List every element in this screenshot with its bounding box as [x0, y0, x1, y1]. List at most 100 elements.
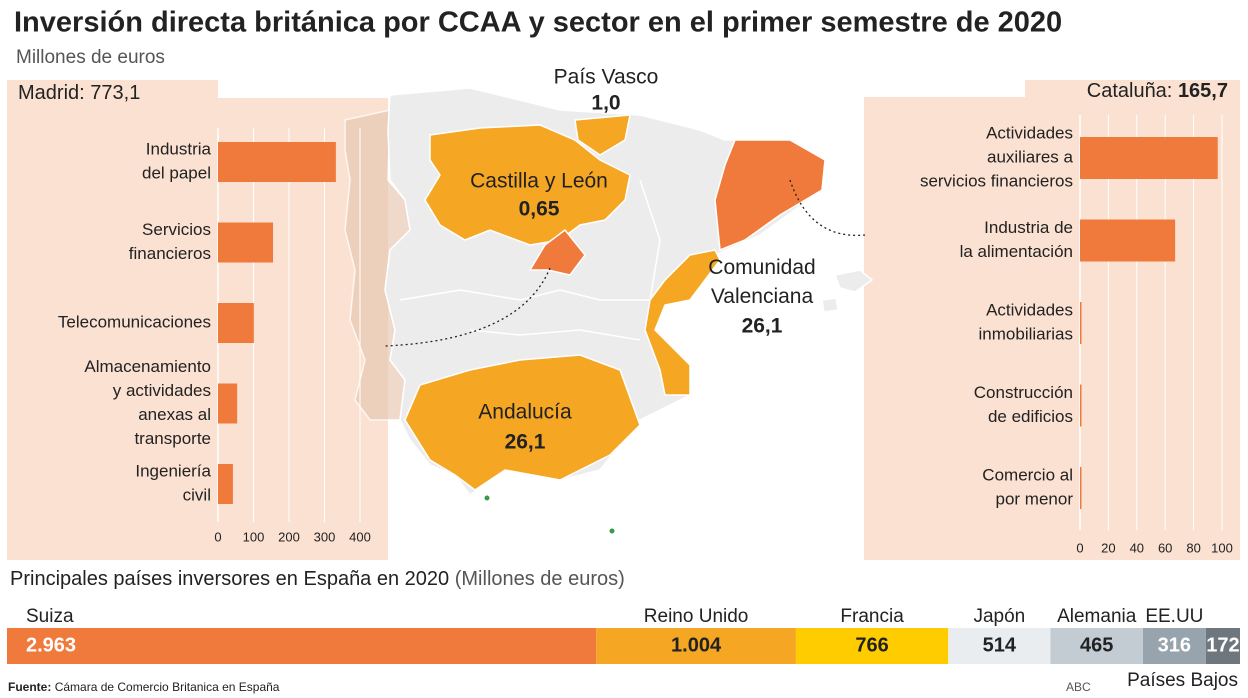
- category-label: Comercio al: [982, 465, 1073, 484]
- x-tick-label: 20: [1101, 540, 1115, 555]
- x-tick-label: 60: [1158, 540, 1172, 555]
- source-text: Cámara de Comercio Britanica en España: [55, 680, 280, 694]
- legend-label: EE.UU: [1145, 606, 1203, 627]
- stack-segment: [1142, 628, 1206, 664]
- panel-title: Cataluña: 165,7: [1087, 80, 1228, 102]
- x-tick-label: 100: [243, 529, 265, 544]
- category-label: del papel: [142, 163, 211, 182]
- value-label: 316: [1158, 634, 1191, 656]
- x-tick-label: 80: [1186, 540, 1200, 555]
- region-shape: [714, 139, 826, 252]
- value-label: 465: [1080, 634, 1113, 656]
- panel-total: 773,1: [90, 82, 140, 104]
- region-value: 0,65: [519, 198, 560, 221]
- value-label: 514: [983, 634, 1017, 656]
- stack-segment: [948, 628, 1051, 664]
- legend-label: Japón: [973, 606, 1025, 627]
- stack-segment: [596, 628, 796, 664]
- bar: [1080, 219, 1176, 262]
- bar: [218, 303, 254, 343]
- category-label: de edificios: [988, 407, 1073, 426]
- bar: [1080, 467, 1082, 509]
- x-tick-label: 400: [349, 529, 371, 544]
- bar: [218, 142, 336, 182]
- stack-segment: [1050, 628, 1143, 664]
- section-title-main: Principales países inversores en España …: [10, 568, 449, 590]
- section-unit: (Millones de euros): [455, 568, 625, 590]
- x-tick-label: 40: [1130, 540, 1144, 555]
- panel-total: 165,7: [1178, 80, 1228, 102]
- category-label: Construcción: [974, 383, 1073, 402]
- bar: [1080, 302, 1082, 344]
- source: Fuente: Cámara de Comercio Britanica en …: [8, 680, 280, 694]
- legend-label: Suiza: [26, 606, 74, 627]
- bar: [1080, 384, 1082, 427]
- credit: ABC: [1066, 680, 1091, 694]
- stack-segment: [795, 628, 949, 664]
- region-shape: [574, 114, 631, 156]
- legend-label: Países Bajos: [1127, 670, 1238, 691]
- island: [484, 495, 490, 501]
- source-label: Fuente:: [8, 680, 51, 694]
- category-label: anexas al: [138, 405, 211, 424]
- value-label: 1.004: [671, 634, 722, 656]
- category-label: Telecomunicaciones: [58, 312, 211, 331]
- legend-label: Francia: [840, 606, 904, 627]
- x-tick-label: 100: [1211, 540, 1233, 555]
- legend-label: Reino Unido: [644, 606, 749, 627]
- island: [609, 528, 615, 534]
- x-tick-label: 300: [314, 529, 336, 544]
- region-value: 26,1: [505, 431, 546, 454]
- province-border: [639, 179, 661, 301]
- region-shape: [404, 354, 641, 491]
- category-label: Actividades: [986, 123, 1073, 142]
- region-name: Andalucía: [478, 401, 572, 424]
- category-label: inmobiliarias: [979, 324, 1073, 343]
- region-name: Comunidad: [708, 256, 815, 279]
- category-label: Actividades: [986, 300, 1073, 319]
- map: [344, 87, 874, 534]
- province-border: [399, 289, 650, 301]
- page-subtitle: Millones de euros: [16, 47, 165, 68]
- island: [833, 269, 874, 293]
- region-value: 1,0: [591, 92, 620, 115]
- bar: [218, 464, 233, 504]
- category-label: Industria: [146, 139, 212, 158]
- region-shape: [424, 124, 631, 246]
- x-tick-label: 0: [214, 529, 221, 544]
- value-label: 766: [855, 634, 888, 656]
- category-label: servicios financieros: [920, 171, 1073, 190]
- category-label: Servicios: [142, 220, 211, 239]
- stack-segment: [7, 628, 597, 664]
- panel-title: Madrid: 773,1: [18, 82, 140, 104]
- category-label: transporte: [134, 429, 211, 448]
- region-name: Castilla y León: [470, 170, 608, 193]
- category-label: Ingeniería: [135, 461, 211, 480]
- category-label: Almacenamiento: [84, 357, 211, 376]
- connector: [789, 179, 866, 237]
- x-tick-label: 200: [278, 529, 300, 544]
- panel-title-name: Cataluña:: [1087, 80, 1173, 102]
- value-label: 2.963: [26, 634, 76, 656]
- bar: [218, 222, 274, 263]
- page-title: Inversión directa británica por CCAA y s…: [14, 7, 1062, 39]
- category-label: y actividades: [113, 381, 211, 400]
- category-label: Industria de: [984, 218, 1073, 237]
- stack-segment: [1205, 628, 1240, 664]
- panel-title-name: Madrid:: [18, 82, 85, 104]
- category-label: por menor: [996, 489, 1074, 508]
- section-title: Principales países inversores en España …: [10, 568, 625, 590]
- region-shape: [528, 228, 586, 276]
- legend-label: Alemania: [1057, 606, 1137, 627]
- category-label: civil: [183, 485, 211, 504]
- province-border: [469, 329, 641, 341]
- bar: [218, 383, 238, 424]
- x-tick-label: 0: [1076, 540, 1083, 555]
- category-label: la alimentación: [960, 242, 1073, 261]
- bar: [1080, 137, 1218, 179]
- value-label: 172: [1206, 634, 1239, 656]
- island: [821, 297, 839, 313]
- region-name: Valenciana: [711, 285, 814, 308]
- region-shape: [644, 249, 721, 396]
